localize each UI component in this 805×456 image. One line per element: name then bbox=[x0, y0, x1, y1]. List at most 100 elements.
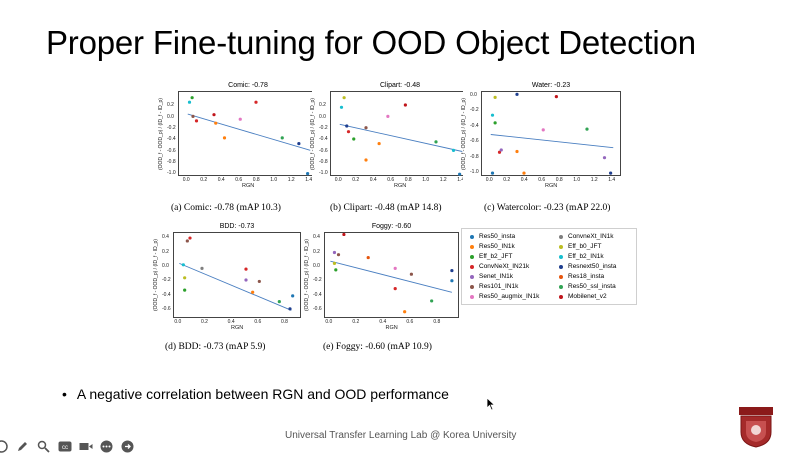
y-tick-label: 0.0 bbox=[470, 91, 477, 98]
data-point-Res50_insta bbox=[306, 172, 310, 176]
figure-caption: (d) BDD: -0.73 (mAP 5.9) bbox=[165, 342, 266, 352]
data-point-Res101_IN1k bbox=[336, 253, 341, 257]
y-tick-label: -0.2 bbox=[162, 277, 171, 284]
y-tick-label: 0.4 bbox=[162, 234, 169, 241]
data-point-Resnext50_insta bbox=[345, 124, 349, 128]
data-point-Res50_augmix_IN1k bbox=[541, 128, 545, 132]
y-tick-label: -0.2 bbox=[167, 124, 176, 131]
data-point-Res50_IN1k bbox=[214, 121, 218, 125]
data-point-Mobilenet_v2 bbox=[342, 233, 346, 237]
plot-axes bbox=[330, 91, 470, 176]
plot-axes bbox=[481, 91, 621, 176]
x-tick-label: 0.2 bbox=[352, 319, 360, 325]
data-point-ConvNeXt_IN21k bbox=[194, 119, 199, 123]
legend-marker-icon bbox=[559, 294, 563, 299]
x-axis-label: RGN bbox=[385, 325, 398, 331]
more-options-icon[interactable] bbox=[99, 439, 114, 454]
y-tick-label: -0.4 bbox=[319, 136, 328, 143]
x-tick-label: 0.6 bbox=[406, 319, 414, 325]
x-tick-label: 0.0 bbox=[182, 177, 190, 183]
y-tick-label: 0.0 bbox=[319, 113, 326, 120]
plot-canvas bbox=[490, 92, 614, 175]
y-tick-label: 0.0 bbox=[162, 262, 169, 269]
y-tick-label: -0.6 bbox=[319, 147, 328, 154]
x-axis-label: RGN bbox=[394, 183, 407, 189]
legend-label: ConvNeXt_IN21k bbox=[479, 263, 530, 270]
legend-label: Res50_ssl_insta bbox=[568, 283, 616, 290]
x-tick-label: 0.8 bbox=[555, 177, 563, 183]
data-point-Senet_IN1k bbox=[602, 156, 607, 160]
x-tick-label: 1.2 bbox=[287, 177, 295, 183]
legend-label: Senet_IN1k bbox=[479, 273, 513, 280]
legend-label: Resnext50_insta bbox=[568, 263, 617, 270]
data-point-Res101_IN1k bbox=[191, 114, 195, 118]
data-point-Senet_IN1k bbox=[499, 148, 503, 152]
slide-footer: Universal Transfer Learning Lab @ Korea … bbox=[285, 430, 517, 441]
y-tick-label: 0.2 bbox=[313, 248, 320, 255]
y-tick-label: -0.2 bbox=[313, 277, 322, 284]
trend-line bbox=[339, 123, 463, 152]
pen-icon[interactable] bbox=[15, 439, 30, 454]
x-tick-label: 0.2 bbox=[200, 177, 208, 183]
x-tick-label: 0.4 bbox=[227, 319, 235, 325]
x-tick-label: 0.6 bbox=[387, 177, 395, 183]
x-tick-label: 0.4 bbox=[379, 319, 387, 325]
data-point-Eff_b0_JFT bbox=[332, 261, 337, 265]
x-tick-label: 0.0 bbox=[174, 319, 182, 325]
plot-title: BDD: -0.73 bbox=[219, 223, 255, 230]
y-tick-label: 0.2 bbox=[162, 248, 169, 255]
legend-item: ConvneXt_IN1k bbox=[559, 233, 614, 240]
legend-item: Res50_augmix_IN1k bbox=[470, 293, 539, 300]
search-icon[interactable] bbox=[36, 439, 51, 454]
y-tick-label: -0.8 bbox=[319, 158, 328, 165]
next-arrow-icon[interactable] bbox=[120, 439, 135, 454]
y-tick-label: -0.8 bbox=[470, 153, 479, 160]
legend-marker-icon bbox=[470, 274, 474, 279]
x-tick-label: 1.0 bbox=[573, 177, 581, 183]
y-tick-label: -0.6 bbox=[313, 306, 322, 313]
trend-line bbox=[187, 113, 311, 151]
legend-item: Mobilenet_v2 bbox=[559, 293, 607, 300]
x-tick-label: 1.4 bbox=[305, 177, 313, 183]
scatter-plot-5: Foggy: -0.60 0.0 0.2 0.4 0.6 0.8 -0.6 -0.4 -0.2 0… bbox=[304, 223, 459, 336]
x-tick-label: 0.8 bbox=[252, 177, 260, 183]
y-tick-label: -0.4 bbox=[162, 291, 171, 298]
data-point-Res50_insta bbox=[490, 171, 495, 175]
circle-icon[interactable] bbox=[0, 439, 9, 454]
trend-line bbox=[490, 134, 614, 149]
data-point-Res101_IN1k bbox=[364, 126, 368, 130]
x-tick-label: 0.8 bbox=[281, 319, 288, 325]
plot-canvas bbox=[179, 236, 295, 311]
y-axis-label: (OOD_f - OOD_p) / (ID_f - ID_p) bbox=[153, 239, 159, 311]
legend-label: Mobilenet_v2 bbox=[568, 293, 607, 300]
scatter-plot-4: BDD: -0.73 0.0 0.2 0.4 0.6 0.8 -0.6 -0.4 -0.2 0.0… bbox=[153, 223, 301, 336]
figure-caption: (a) Comic: -0.78 (mAP 10.3) bbox=[171, 203, 281, 213]
legend-label: Res50_augmix_IN1k bbox=[479, 293, 540, 300]
y-tick-label: -0.6 bbox=[167, 147, 176, 154]
x-axis-label: RGN bbox=[242, 183, 255, 189]
data-point-Eff_b2_IN1k bbox=[339, 105, 344, 109]
legend-marker-icon bbox=[470, 244, 474, 249]
legend-item: Res50_IN1k bbox=[470, 243, 515, 250]
data-point-Senet_IN1k bbox=[244, 278, 248, 282]
captions-icon[interactable]: cc bbox=[57, 439, 72, 454]
legend-item: Resnext50_insta bbox=[559, 263, 616, 270]
legend-marker-icon bbox=[559, 244, 563, 249]
data-point-Resnext50_insta bbox=[288, 307, 292, 311]
legend-item: Eff_b2_IN1k bbox=[559, 253, 604, 260]
data-point-Res50_IN1k bbox=[222, 136, 227, 140]
video-camera-icon[interactable] bbox=[78, 439, 93, 454]
y-tick-label: -0.4 bbox=[470, 122, 479, 129]
y-axis-label: (OOD_f - OOD_p) / (ID_f - ID_p) bbox=[461, 97, 467, 170]
data-point-Res50_augmix_IN1k bbox=[238, 117, 242, 121]
plot-canvas bbox=[187, 96, 311, 176]
bullet-point: • A negative correlation between RGN and … bbox=[62, 386, 449, 402]
y-tick-label: -0.8 bbox=[167, 158, 176, 165]
x-tick-label: 1.0 bbox=[422, 177, 430, 183]
data-point-Res50_IN1k bbox=[364, 158, 368, 162]
data-point-Eff_b2_IN1k bbox=[490, 113, 495, 117]
data-point-Mobilenet_v2 bbox=[554, 95, 558, 99]
plot-title: Clipart: -0.48 bbox=[379, 82, 421, 89]
mouse-cursor-icon bbox=[486, 397, 496, 411]
data-point-Eff_b2_JFT bbox=[493, 121, 497, 125]
